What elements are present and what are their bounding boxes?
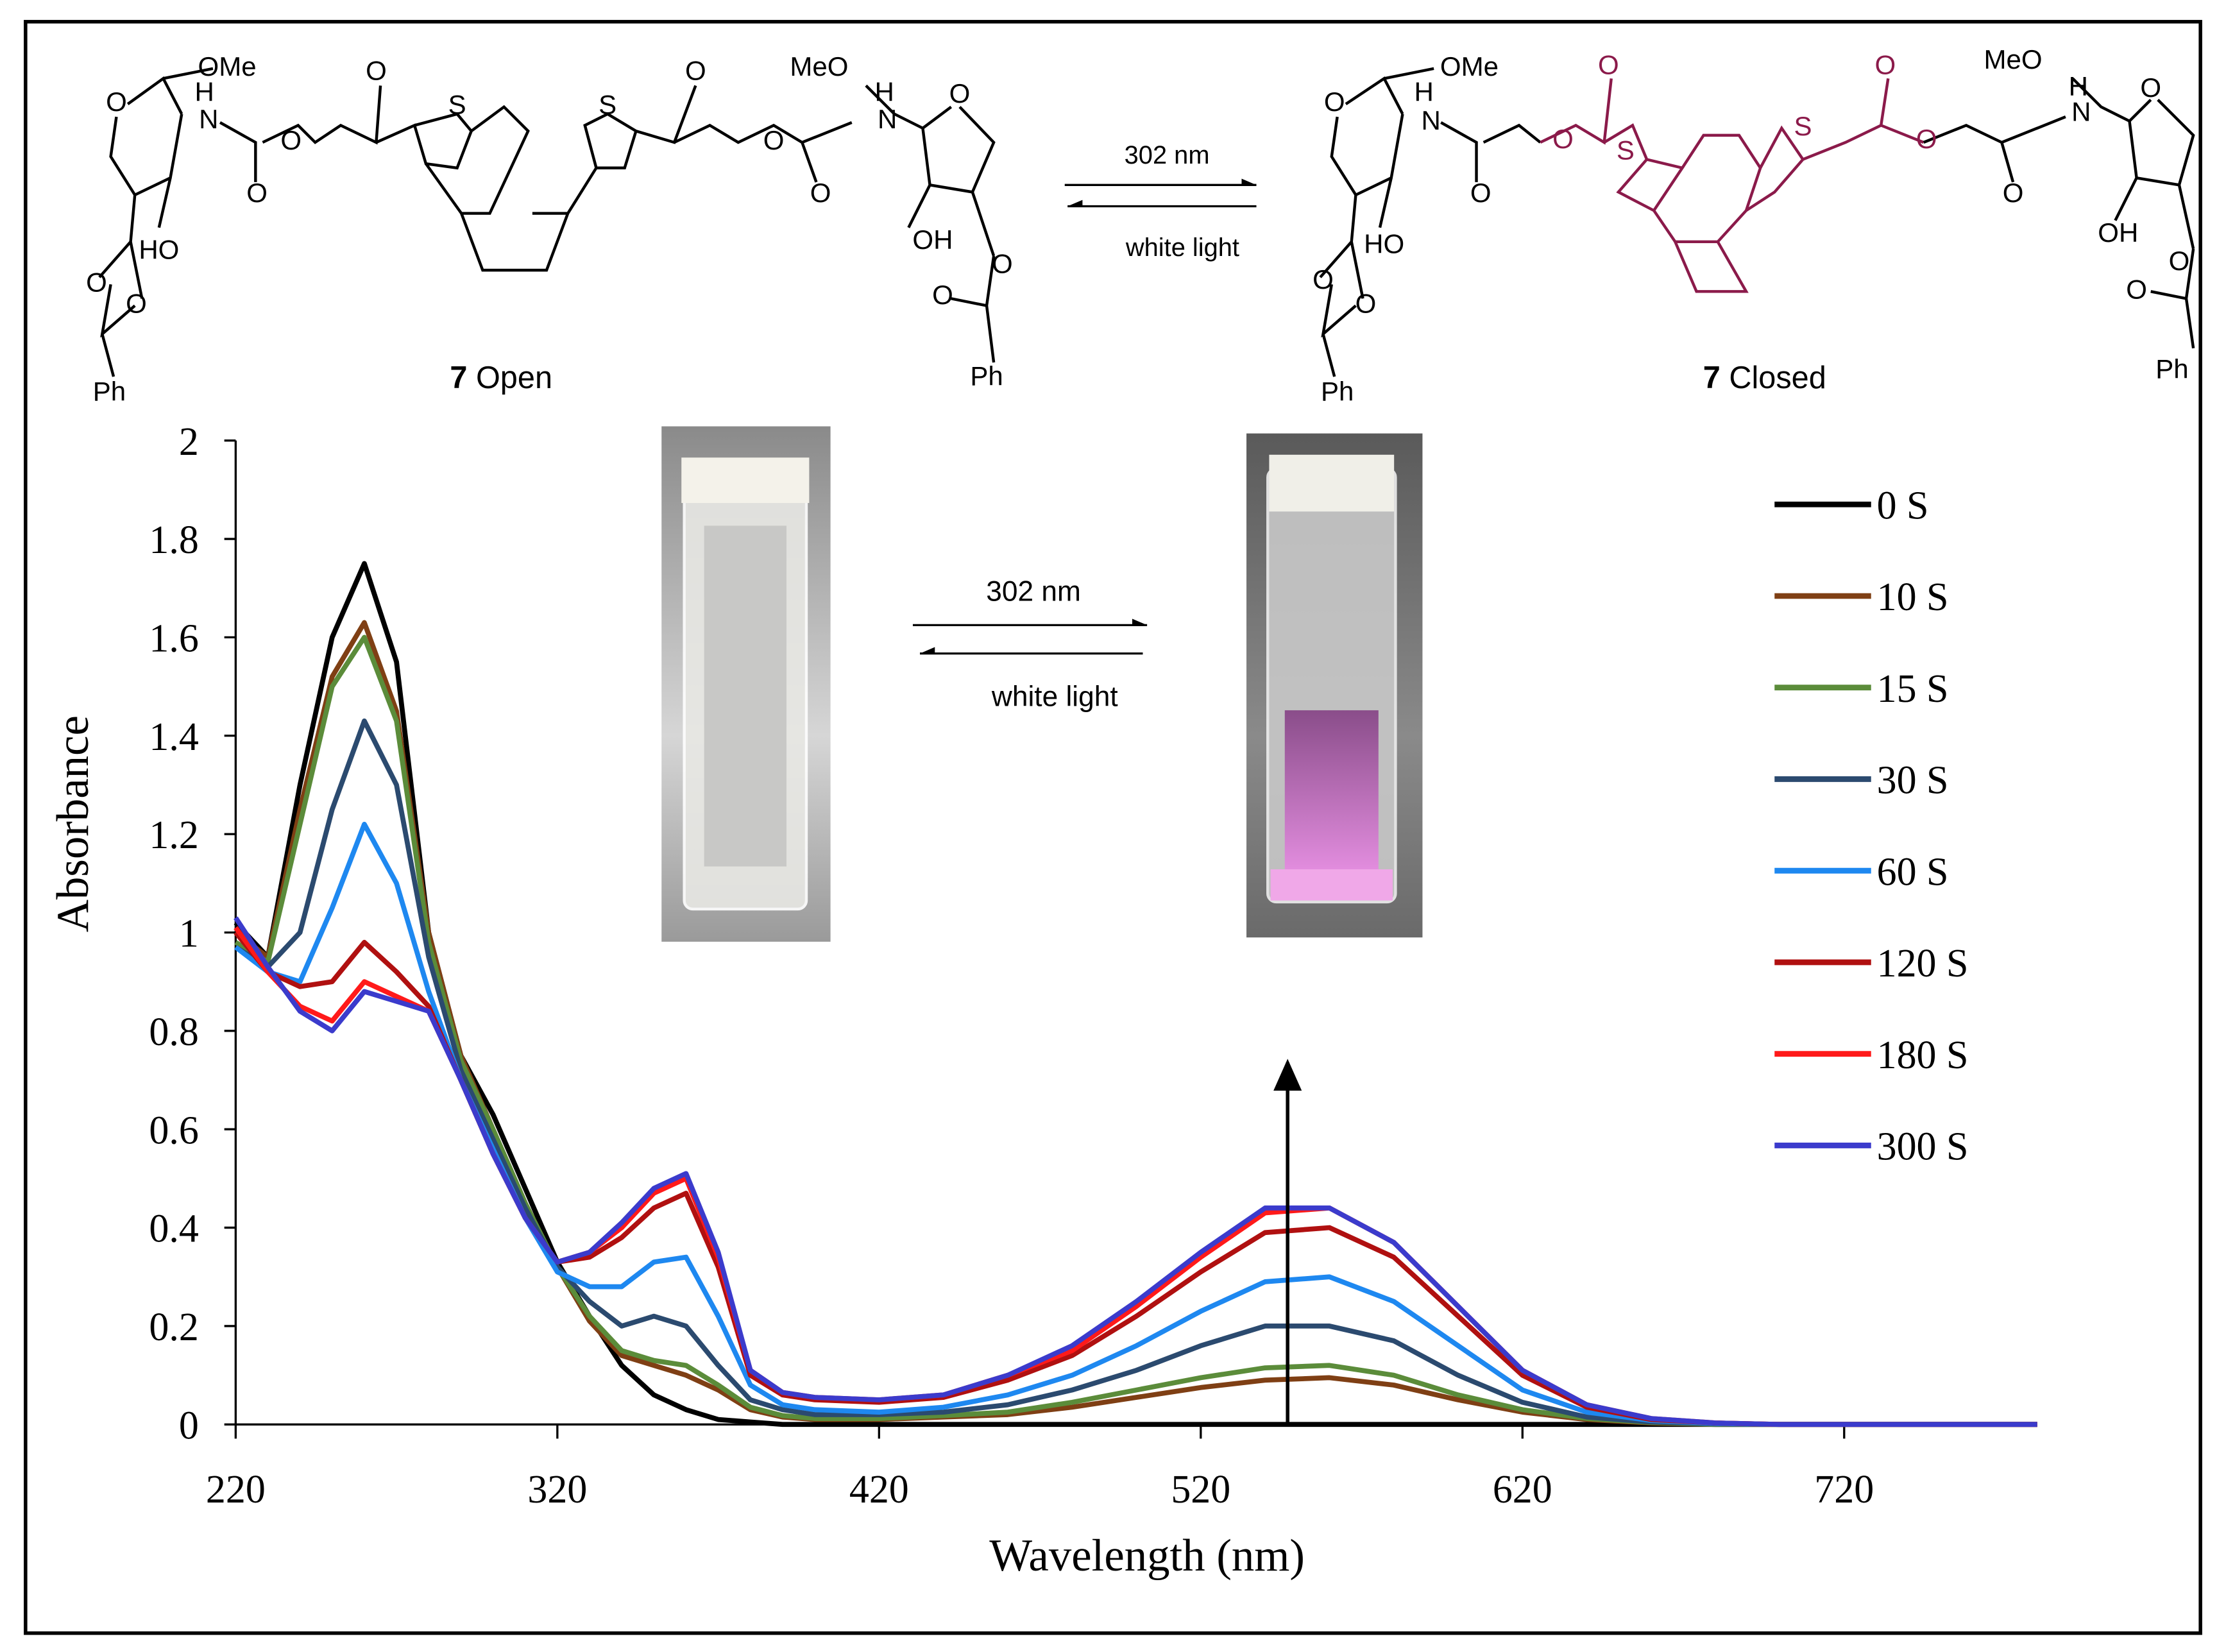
atom-label: O bbox=[949, 78, 971, 108]
atom-label: O bbox=[763, 125, 785, 155]
legend-label: 30 S bbox=[1877, 759, 1949, 803]
x-axis-title: Wavelength (nm) bbox=[989, 1531, 1305, 1581]
atom-label: O bbox=[2140, 72, 2161, 103]
y-tick-label: 2 bbox=[179, 420, 199, 464]
atom-label: HO bbox=[1364, 229, 1404, 259]
y-tick-label: 0.8 bbox=[149, 1010, 198, 1054]
legend-label: 15 S bbox=[1877, 667, 1949, 711]
y-tick-label: 0.4 bbox=[149, 1207, 198, 1251]
legend-label: 60 S bbox=[1877, 850, 1949, 894]
series-line bbox=[234, 916, 2037, 1427]
atom-label: Ph bbox=[1321, 377, 1354, 407]
atom-label: H bbox=[875, 77, 894, 107]
atom-label: S bbox=[1617, 135, 1635, 165]
atom-label: MeO bbox=[790, 51, 848, 81]
atom-label: N bbox=[2071, 97, 2091, 127]
y-tick-label: 1.8 bbox=[149, 518, 198, 562]
atom-label: O bbox=[1313, 264, 1334, 294]
closed-structure bbox=[1319, 67, 2195, 377]
y-axis-title: Absorbance bbox=[48, 715, 98, 932]
atom-label: O bbox=[1324, 87, 1345, 117]
atom-label: Ph bbox=[2155, 353, 2188, 384]
x-tick-label: 720 bbox=[1814, 1468, 1874, 1511]
atom-label: N bbox=[1422, 105, 1441, 135]
atom-label: O bbox=[2003, 178, 2024, 208]
atom-label: OMe bbox=[1440, 51, 1499, 81]
atom-label: MeO bbox=[1984, 44, 2043, 74]
arrow-label: white light bbox=[1125, 234, 1239, 262]
y-tick-label: 1.4 bbox=[149, 715, 198, 759]
atom-label: H bbox=[1414, 77, 1433, 107]
atom-label: O bbox=[2126, 274, 2147, 304]
atom-label: O bbox=[2169, 246, 2190, 276]
legend-label: 180 S bbox=[1877, 1034, 1969, 1077]
atom-label: S bbox=[599, 90, 616, 120]
atom-label: Ph bbox=[970, 361, 1003, 391]
atom-label: O bbox=[1470, 178, 1491, 208]
legend-label: 300 S bbox=[1877, 1125, 1969, 1169]
open-structure bbox=[98, 67, 996, 377]
x-tick-label: 620 bbox=[1493, 1468, 1552, 1511]
atom-label: O bbox=[1875, 50, 1896, 80]
x-tick-label: 220 bbox=[206, 1468, 266, 1511]
frame bbox=[24, 20, 2202, 1635]
photo-open bbox=[661, 426, 831, 942]
compound-state: Closed bbox=[1729, 361, 1826, 395]
atom-label: O bbox=[1552, 124, 1574, 154]
y-tick-label: 0 bbox=[179, 1404, 199, 1447]
arrow-label: white light bbox=[991, 681, 1118, 713]
atom-label: O bbox=[1355, 288, 1377, 318]
legend-label: 10 S bbox=[1877, 575, 1949, 619]
compound-label: 7 Closed bbox=[1703, 361, 1826, 395]
atom-label: O bbox=[280, 125, 302, 155]
atom-label: O bbox=[932, 280, 953, 310]
atom-label: O bbox=[685, 56, 706, 86]
y-tick-label: 1.6 bbox=[149, 617, 198, 661]
atom-label: OMe bbox=[198, 51, 257, 81]
atom-label: O bbox=[1598, 50, 1619, 80]
atom-label: HO bbox=[139, 234, 179, 264]
atom-label: Ph bbox=[93, 377, 126, 407]
y-tick-label: 0.6 bbox=[149, 1109, 198, 1152]
y-tick-label: 0.2 bbox=[149, 1306, 198, 1349]
atom-label: O bbox=[810, 178, 831, 208]
atom-label: OH bbox=[912, 225, 953, 255]
y-tick-label: 1 bbox=[179, 912, 199, 956]
atom-label: OH bbox=[2098, 217, 2138, 248]
atom-label: N bbox=[199, 104, 218, 134]
atom-label: S bbox=[448, 90, 466, 120]
atom-label: O bbox=[366, 56, 387, 86]
compound-number: 7 bbox=[450, 361, 467, 395]
x-tick-label: 520 bbox=[1171, 1468, 1230, 1511]
atom-label: O bbox=[86, 267, 107, 297]
compound-number: 7 bbox=[1703, 361, 1720, 395]
arrow-label: 302 nm bbox=[1125, 141, 1210, 169]
atom-label: H bbox=[2069, 71, 2088, 101]
photo-closed bbox=[1246, 433, 1423, 938]
atom-label: O bbox=[106, 87, 127, 117]
atom-label: O bbox=[992, 249, 1013, 279]
atom-label: O bbox=[126, 288, 147, 318]
compound-label: 7 Open bbox=[450, 361, 552, 395]
atom-label: S bbox=[1794, 111, 1812, 141]
legend-label: 0 S bbox=[1877, 484, 1929, 527]
atom-label: H bbox=[194, 77, 214, 107]
atom-label: N bbox=[878, 104, 897, 134]
x-tick-label: 420 bbox=[849, 1468, 909, 1511]
x-tick-label: 320 bbox=[527, 1468, 587, 1511]
atom-label: O bbox=[246, 178, 268, 208]
compound-state: Open bbox=[476, 361, 552, 395]
arrow-label: 302 nm bbox=[986, 576, 1081, 608]
atom-label: O bbox=[1916, 124, 1937, 154]
y-tick-label: 1.2 bbox=[149, 813, 198, 857]
legend-label: 120 S bbox=[1877, 942, 1969, 985]
